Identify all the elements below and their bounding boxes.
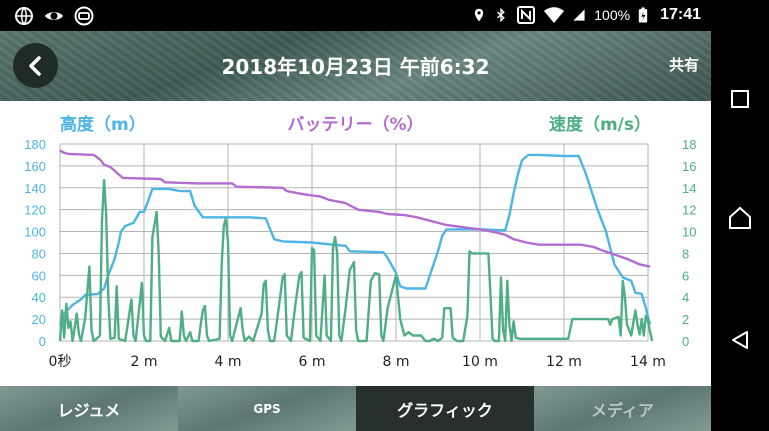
y-right-tick-label: 0 (682, 334, 689, 349)
y-right-tick-label: 6 (682, 268, 689, 283)
tab-resume[interactable]: レジュメ (0, 386, 178, 431)
y-left-tick-label: 80 (32, 246, 46, 261)
y-right-tick-label: 12 (682, 203, 696, 218)
activity-chart: 0 20 40 60 80 100 120 140 160 180 0 2 4 6 8 10 12 14 16 18 0… (0, 101, 711, 386)
y-left-tick-label: 40 (32, 290, 46, 305)
app-notification-icon (74, 6, 94, 26)
x-tick-label: 0秒 (49, 354, 72, 370)
x-tick-label: 12 m (546, 354, 582, 370)
tab-media[interactable]: メディア (534, 386, 711, 431)
share-button[interactable]: 共有 (668, 56, 699, 74)
x-tick-label: 14 m (630, 354, 666, 370)
home-button[interactable] (711, 193, 769, 243)
chevron-left-icon (28, 55, 41, 76)
recents-button[interactable] (711, 74, 769, 124)
x-tick-label: 2 m (131, 354, 158, 370)
legend-battery: バッテリー（%） (287, 115, 424, 135)
status-bar: 100% 17:41 (0, 0, 711, 31)
y-left-tick-label: 60 (32, 268, 46, 283)
signal-icon (573, 9, 585, 21)
tab-bar: レジュメ GPS グラフィック メディア (0, 386, 711, 431)
globe-icon (15, 7, 33, 25)
back-triangle-icon (732, 331, 748, 349)
battery-percent: 100% (594, 7, 631, 23)
y-right-tick-label: 18 (682, 137, 696, 152)
tab-graphic[interactable]: グラフィック (356, 386, 534, 431)
battery-series-line (59, 149, 651, 268)
nfc-icon (517, 6, 536, 24)
recents-square-icon (731, 90, 749, 108)
y-left-tick-label: 180 (24, 137, 46, 152)
y-right-tick-label: 8 (682, 246, 689, 261)
y-right-tick-label: 16 (682, 159, 696, 174)
back-nav-button[interactable] (711, 315, 769, 365)
x-tick-label: 8 m (383, 354, 410, 370)
app-screen: 100% 17:41 2018年10月23日 午前6:32 共有 0 20 40 60… (0, 0, 711, 431)
y-right-tick-label: 2 (682, 312, 689, 327)
navigation-bar (711, 0, 769, 431)
x-tick-label: 4 m (215, 354, 242, 370)
y-left-tick-label: 120 (24, 203, 46, 218)
y-right-tick-label: 14 (682, 181, 696, 196)
x-tick-label: 10 m (462, 354, 498, 370)
y-right-tick-label: 4 (682, 290, 689, 305)
app-header: 2018年10月23日 午前6:32 共有 (0, 31, 711, 101)
y-left-tick-label: 20 (32, 312, 46, 327)
x-tick-label: 6 m (299, 354, 326, 370)
chart-plot: 0 20 40 60 80 100 120 140 160 180 0 2 4 6 8 10 12 14 16 18 0… (24, 137, 696, 370)
bluetooth-icon (497, 7, 506, 23)
back-button[interactable] (13, 43, 58, 88)
battery-icon (638, 7, 648, 23)
legend-altitude: 高度（m） (60, 115, 146, 135)
legend-speed: 速度（m/s） (548, 115, 651, 135)
tab-gps[interactable]: GPS (178, 386, 356, 431)
y-left-tick-label: 140 (24, 181, 46, 196)
speed-series-line (58, 178, 654, 343)
altitude-series-line (58, 153, 652, 326)
page-title: 2018年10月23日 午前6:32 (221, 55, 490, 79)
clock: 17:41 (660, 6, 701, 23)
location-icon (475, 8, 484, 22)
home-icon (729, 206, 751, 229)
y-left-tick-label: 100 (24, 225, 46, 240)
eye-icon (45, 12, 63, 20)
y-left-tick-label: 160 (24, 159, 46, 174)
wifi-icon (544, 7, 565, 23)
y-right-tick-label: 10 (682, 225, 696, 240)
y-left-tick-label: 0 (39, 334, 46, 349)
